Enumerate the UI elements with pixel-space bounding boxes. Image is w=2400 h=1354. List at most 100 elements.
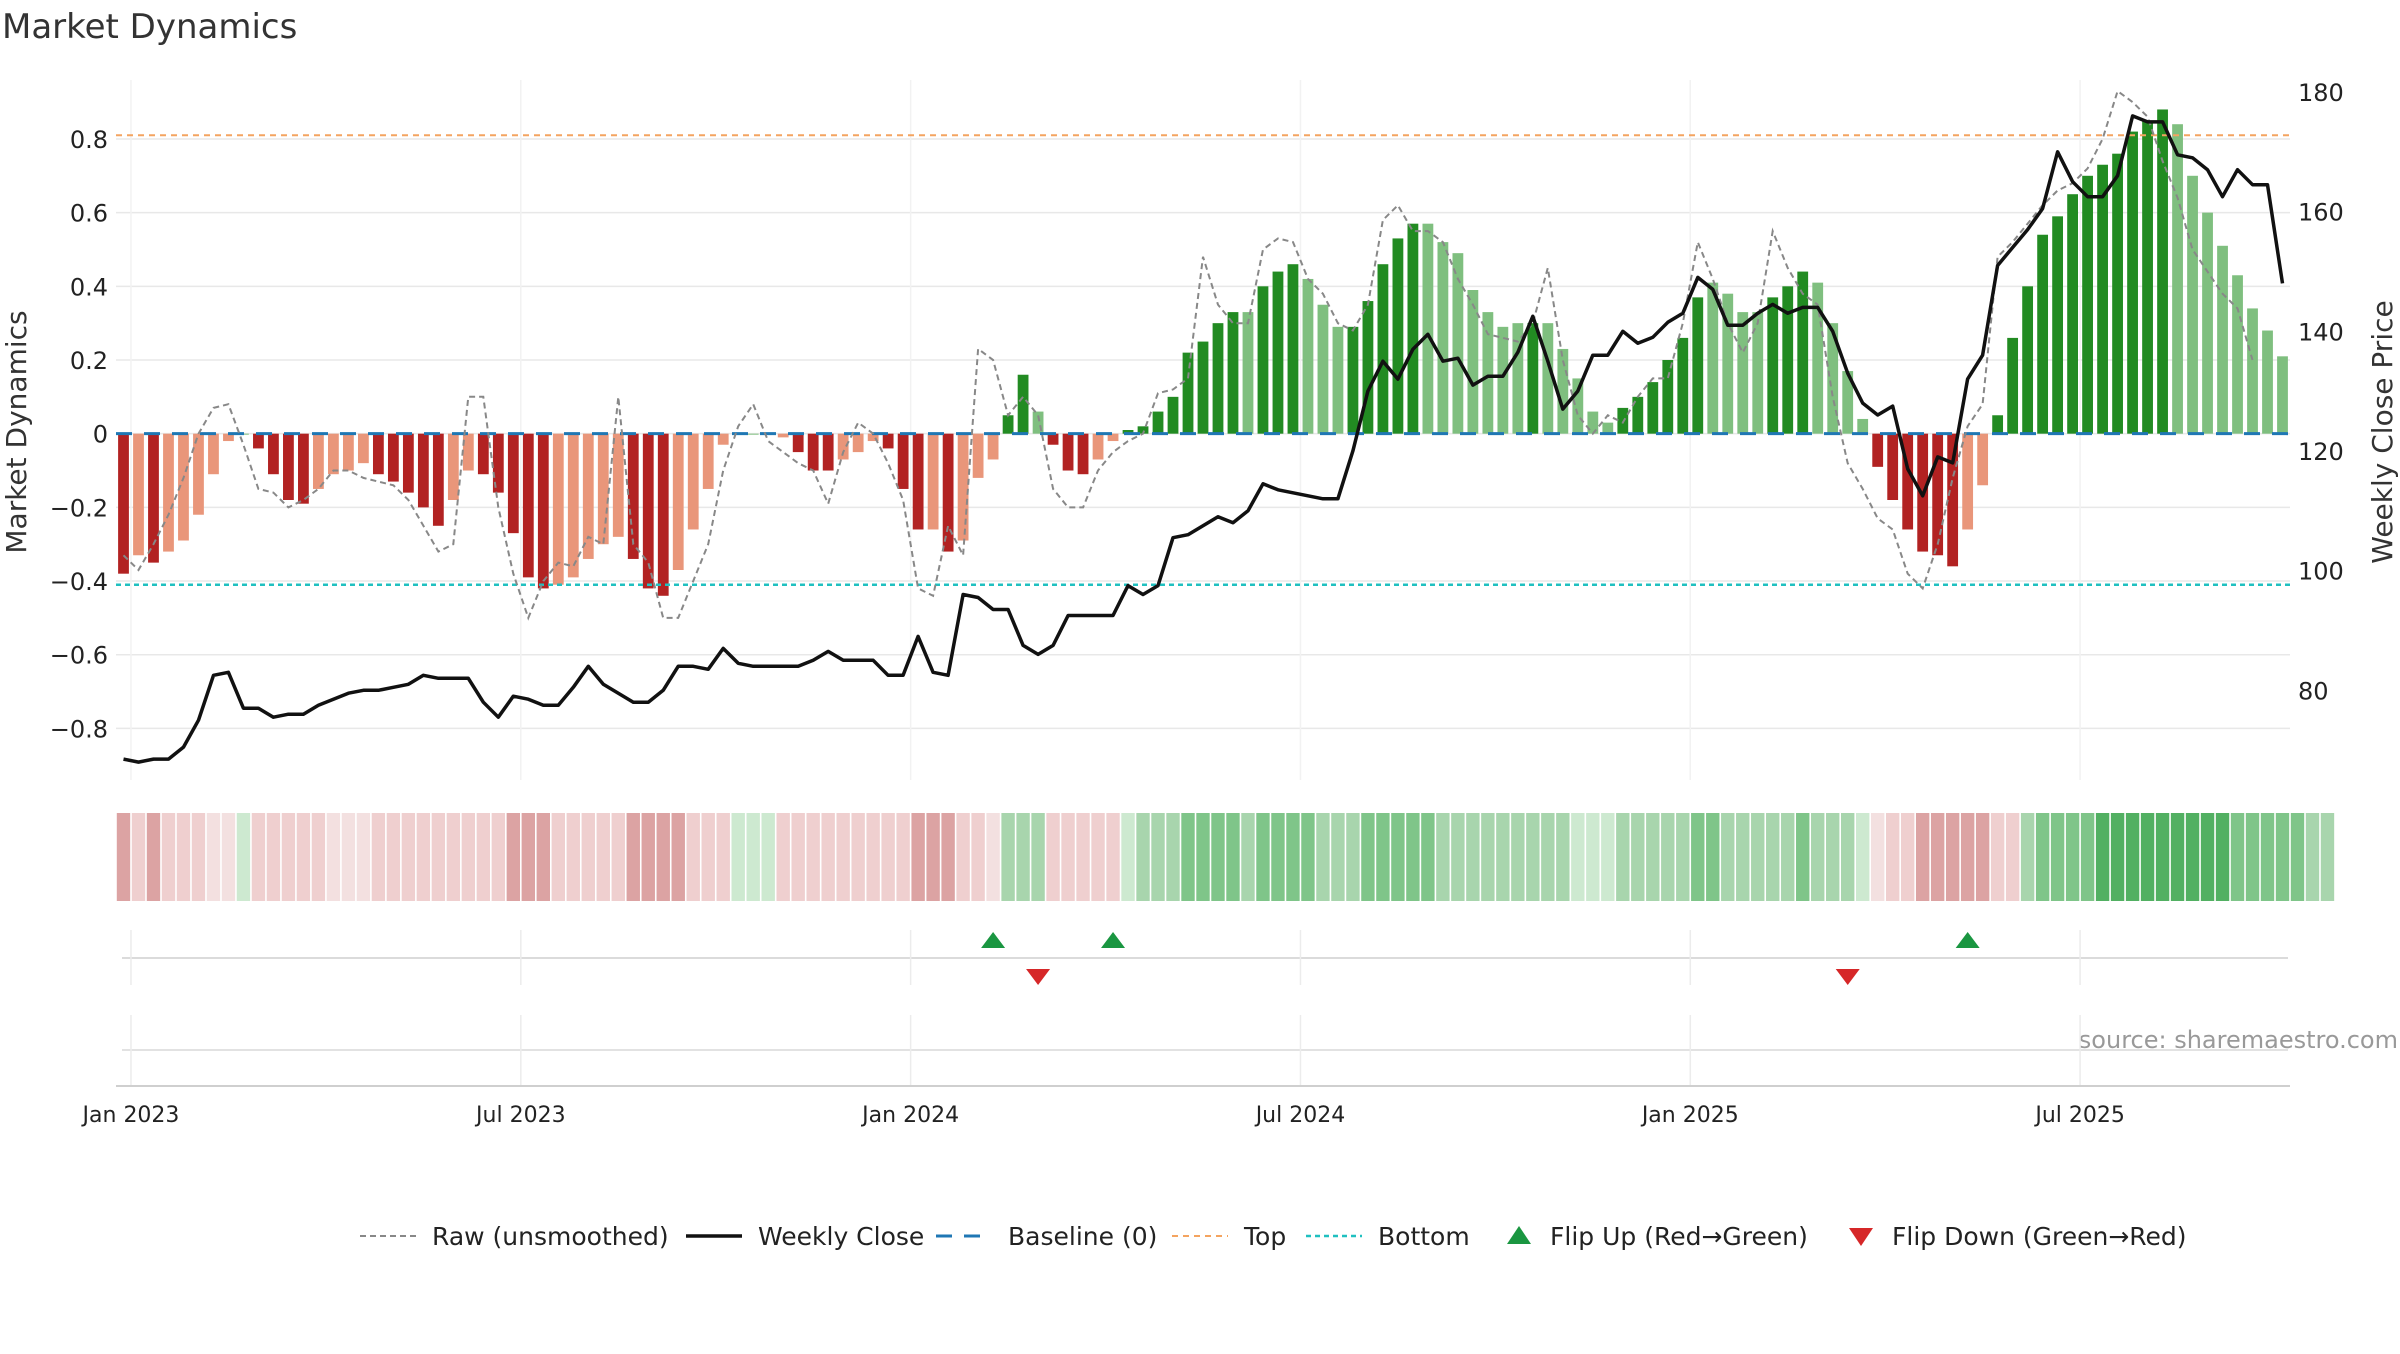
regime-cell: [716, 813, 730, 901]
momentum-bar: [283, 433, 294, 500]
momentum-bar: [1737, 312, 1749, 434]
regime-cell: [296, 813, 311, 901]
momentum-bar: [2187, 175, 2198, 434]
momentum-bar: [417, 433, 429, 508]
momentum-bar: [2157, 109, 2168, 434]
regime-cell: [956, 813, 970, 901]
momentum-bar: [178, 433, 189, 541]
momentum-bar: [253, 433, 264, 449]
regime-cell: [2125, 813, 2140, 901]
y-axis-right: 180 160 140 120 100 80: [2298, 79, 2344, 705]
regime-cell: [146, 813, 161, 901]
regime-cell: [2005, 813, 2020, 901]
regime-cell: [2050, 813, 2065, 901]
regime-cell: [2080, 813, 2095, 901]
regime-cell: [176, 813, 191, 901]
regime-cell: [1736, 813, 1750, 901]
regime-cell: [131, 813, 146, 901]
momentum-bar: [717, 433, 729, 445]
momentum-bar: [1527, 323, 1539, 434]
regime-cell: [971, 813, 985, 901]
regime-cell: [401, 813, 416, 901]
momentum-bar: [1572, 378, 1584, 434]
regime-cell: [2200, 813, 2215, 901]
raw-line: [122, 89, 2254, 621]
y-right-tick-label: 120: [2298, 438, 2344, 466]
flip-markers-panel: [122, 930, 2288, 985]
momentum-bar: [612, 433, 624, 537]
momentum-bar: [1902, 433, 1914, 530]
regime-cell: [191, 813, 206, 901]
momentum-bar: [1302, 278, 1314, 434]
regime-cell: [2230, 813, 2245, 901]
regime-cell: [1646, 813, 1660, 901]
regime-cell: [1271, 813, 1285, 901]
regime-cell: [1676, 813, 1690, 901]
regime-cell: [1346, 813, 1360, 901]
momentum-bar: [1647, 382, 1659, 434]
momentum-bar: [1707, 282, 1719, 434]
momentum-bar: [1677, 337, 1689, 434]
momentum-bar: [897, 433, 909, 489]
regime-cell: [1106, 813, 1120, 901]
momentum-bar: [1497, 326, 1509, 434]
regime-cell: [641, 813, 655, 901]
regime-cell: [161, 813, 176, 901]
regime-cell: [581, 813, 595, 901]
momentum-bar: [552, 433, 564, 585]
regime-cell: [1841, 813, 1855, 901]
grid: [116, 80, 2290, 780]
regime-cell: [1885, 813, 1900, 901]
regime-cell: [986, 813, 1000, 901]
regime-cell: [671, 813, 685, 901]
regime-cell: [1436, 813, 1450, 901]
momentum-bar: [432, 433, 444, 526]
flip-up-marker: [1955, 932, 1980, 948]
regime-cell: [596, 813, 610, 901]
momentum-bar: [1827, 323, 1839, 434]
regime-cell: [491, 813, 506, 901]
regime-cell: [2245, 813, 2260, 901]
regime-cell: [1136, 813, 1150, 901]
momentum-bar: [582, 433, 594, 559]
regime-cell: [476, 813, 491, 901]
momentum-bar: [657, 433, 669, 596]
momentum-bar: [2097, 164, 2108, 434]
momentum-bar: [1767, 297, 1779, 434]
regime-cell: [2275, 813, 2290, 901]
momentum-bar: [2217, 245, 2228, 434]
y-axis-left: 0.8 0.6 0.4 0.2 0 −0.2 −0.4 −0.6 −0.8: [50, 126, 108, 743]
regime-cell: [1766, 813, 1780, 901]
momentum-bar: [2172, 124, 2183, 434]
momentum-bar: [1842, 371, 1854, 434]
regime-cell: [1226, 813, 1240, 901]
momentum-bar: [597, 433, 609, 545]
regime-cell: [1481, 813, 1495, 901]
regime-cell: [1915, 813, 1930, 901]
regime-cell: [1031, 813, 1045, 901]
regime-cell: [1541, 813, 1555, 901]
regime-cell: [356, 813, 371, 901]
regime-cell: [1061, 813, 1075, 901]
y-right-tick-label: 100: [2298, 558, 2344, 586]
regime-cell: [1556, 813, 1570, 901]
flip-down-marker: [1835, 969, 1860, 985]
momentum-bar: [1557, 348, 1569, 434]
momentum-bar: [1242, 312, 1254, 434]
regime-cell: [2185, 813, 2200, 901]
regime-cell: [1076, 813, 1090, 901]
momentum-bar: [2262, 330, 2273, 434]
x-tick-label: Jan 2025: [1640, 1103, 1739, 1128]
momentum-bar: [133, 433, 144, 556]
legend-label-flip-up: Flip Up (Red→Green): [1550, 1222, 1808, 1251]
regime-cell: [521, 813, 536, 901]
momentum-bar: [987, 433, 999, 460]
y-axis-right-label: Weekly Close Price: [2366, 300, 2399, 563]
momentum-bar: [537, 433, 549, 589]
regime-cell: [761, 813, 775, 901]
momentum-bar: [1197, 341, 1209, 434]
momentum-bar: [313, 433, 324, 489]
momentum-bar: [1182, 352, 1194, 434]
momentum-bar: [627, 433, 639, 559]
momentum-bar: [148, 433, 159, 563]
